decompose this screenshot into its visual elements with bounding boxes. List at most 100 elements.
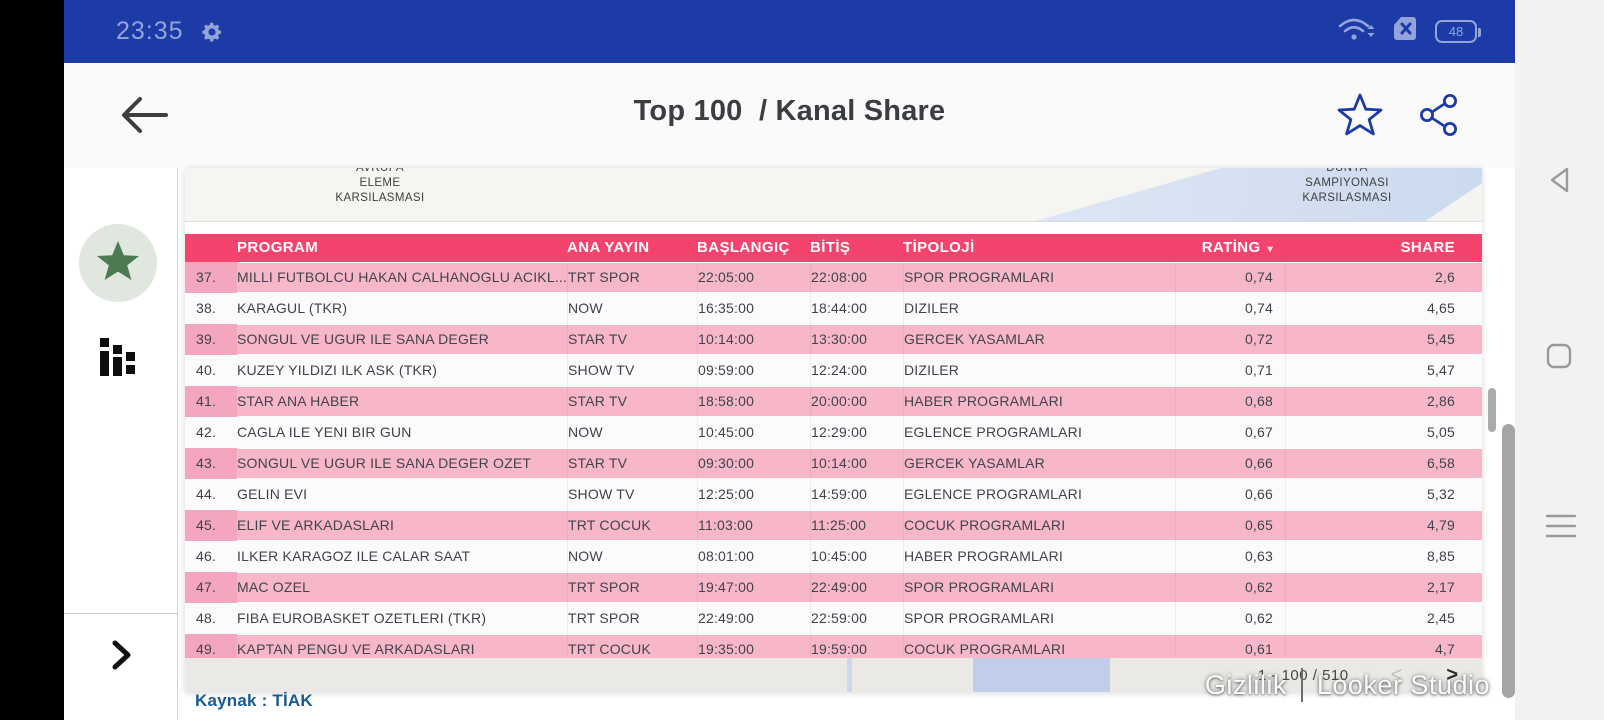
cell-share: 8,85 (1285, 541, 1482, 572)
outer-scrollbar-thumb[interactable] (1502, 424, 1515, 698)
cell-type: EGLENCE PROGRAMLARI (903, 479, 1175, 510)
cell-start: 09:30:00 (697, 448, 810, 479)
chevron-right-icon (110, 640, 134, 676)
cell-type: GERCEK YASAMLAR (903, 448, 1175, 479)
cell-start: 16:35:00 (697, 293, 810, 324)
watermark-divider (1300, 668, 1303, 702)
cell-num: 40. (196, 362, 217, 378)
cell-start: 19:47:00 (697, 572, 810, 603)
table-row[interactable]: 47. MAC OZEL TRT SPOR 19:47:00 22:49:00 SPOR … (185, 572, 1482, 603)
cell-channel: SHOW TV (567, 355, 697, 386)
column-header-ana-yayin[interactable]: ANA YAYIN (567, 239, 650, 256)
cell-num: 48. (196, 610, 217, 626)
table-row[interactable]: 48. FIBA EUROBASKET OZETLERI (TKR) TRT SPO… (185, 603, 1482, 634)
cell-program: KARAGUL (TKR) (237, 300, 348, 316)
column-header-program[interactable]: PROGRAM (237, 239, 319, 256)
table-row[interactable]: 43. SONGUL VE UGUR ILE SANA DEGER OZET STA… (185, 448, 1482, 479)
cell-num: 43. (185, 448, 237, 479)
bar-chart-icon (100, 338, 136, 380)
share-icon[interactable] (1416, 92, 1462, 143)
cell-type: SPOR PROGRAMLARI (903, 262, 1175, 293)
android-home-button[interactable] (1545, 342, 1573, 375)
column-header-share[interactable]: SHARE (1400, 239, 1455, 256)
cell-type: COCUK PROGRAMLARI (903, 510, 1175, 541)
privacy-link[interactable]: Gizlilik (1204, 669, 1287, 700)
cell-start: 19:35:00 (697, 634, 810, 658)
cell-rating: 0,65 (1175, 510, 1285, 541)
favorite-star-icon[interactable] (1336, 91, 1384, 142)
table-row[interactable]: 42. CAGLA ILE YENI BIR GUN NOW 10:45:00 12:2… (185, 417, 1482, 448)
cell-rating: 0,66 (1175, 479, 1285, 510)
table-row[interactable]: 39. SONGUL VE UGUR ILE SANA DEGER STAR TV 1… (185, 324, 1482, 355)
app-bar: Top 100 / Kanal Share (64, 63, 1515, 168)
hscroll-mark (847, 658, 852, 692)
cell-share: 2,86 (1285, 386, 1482, 417)
cell-type: GERCEK YASAMLAR (903, 324, 1175, 355)
cell-end: 22:08:00 (810, 262, 903, 293)
cell-channel: NOW (567, 417, 697, 448)
table-row[interactable]: 37. MILLI FUTBOLCU HAKAN CALHANOGLU ACIKL… (185, 262, 1482, 293)
column-header-baslangic[interactable]: BAŞLANGIÇ (697, 239, 790, 256)
cell-share: 5,45 (1285, 324, 1482, 355)
page-nav-star-button[interactable] (79, 224, 157, 302)
table-row[interactable]: 41. STAR ANA HABER STAR TV 18:58:00 20:00:00… (185, 386, 1482, 417)
cell-type: HABER PROGRAMLARI (903, 386, 1175, 417)
cell-start: 22:05:00 (697, 262, 810, 293)
cell-share: 5,05 (1285, 417, 1482, 448)
column-header-tipoloji[interactable]: TİPOLOJİ (903, 239, 975, 256)
battery-icon: 48 (1435, 20, 1481, 43)
table-row[interactable]: 44. GELIN EVI SHOW TV 12:25:00 14:59:00 EGLEN… (185, 479, 1482, 510)
expand-pages-button[interactable] (110, 638, 134, 677)
cell-rating: 0,74 (1175, 293, 1285, 324)
cell-type: HABER PROGRAMLARI (903, 541, 1175, 572)
cell-num: 44. (196, 486, 217, 502)
cell-type: EGLENCE PROGRAMLARI (903, 417, 1175, 448)
cell-share: 2,6 (1285, 262, 1482, 293)
column-header-index (185, 234, 237, 262)
cell-num: 47. (185, 572, 237, 603)
sort-desc-icon: ▾ (1267, 244, 1273, 255)
table-row[interactable]: 46. ILKER KARAGOZ ILE CALAR SAAT NOW 08:01:… (185, 541, 1482, 572)
cell-rating: 0,72 (1175, 324, 1285, 355)
inner-scrollbar-thumb[interactable] (1488, 388, 1496, 432)
pagination-range: 1 - 100 / 510 (1257, 666, 1349, 684)
cell-type: DIZILER (903, 293, 1175, 324)
chart-axis-label-left: AVRUPA ELEME KARSILASMASI (335, 168, 425, 204)
table-row[interactable]: 49. KAPTAN PENGU VE ARKADASLARI TRT COCUK 1… (185, 634, 1482, 658)
cell-share: 2,17 (1285, 572, 1482, 603)
status-bar: 23:35 48 (64, 0, 1515, 63)
table-row[interactable]: 45. ELIF VE ARKADASLARI TRT COCUK 11:03:00 1… (185, 510, 1482, 541)
cell-share: 5,32 (1285, 479, 1482, 510)
cell-end: 12:29:00 (810, 417, 903, 448)
report-page-sidebar (64, 168, 178, 720)
cell-channel: STAR TV (567, 386, 697, 417)
column-header-rating[interactable]: RATİNG ▾ (1201, 239, 1273, 256)
android-nav-rail (1515, 0, 1604, 720)
table-row[interactable]: 38. KARAGUL (TKR) NOW 16:35:00 18:44:00 DIZIL… (185, 293, 1482, 324)
cell-type: SPOR PROGRAMLARI (903, 572, 1175, 603)
next-page-button[interactable]: > (1446, 663, 1458, 686)
page-nav-chart-button[interactable] (100, 338, 136, 381)
cell-program: SONGUL VE UGUR ILE SANA DEGER (237, 331, 489, 347)
report-content: AVRUPA ELEME KARSILASMASI DUNYA SAMPIYON… (64, 168, 1515, 720)
cell-end: 12:24:00 (810, 355, 903, 386)
cell-rating: 0,74 (1175, 262, 1285, 293)
horizontal-scrollbar-thumb[interactable] (973, 658, 1110, 692)
cell-end: 18:44:00 (810, 293, 903, 324)
prev-page-button[interactable]: < (1390, 663, 1403, 686)
wifi-icon (1337, 15, 1379, 48)
star-icon (95, 239, 141, 288)
cell-start: 10:14:00 (697, 324, 810, 355)
column-header-bitis[interactable]: BİTİŞ (810, 239, 851, 256)
android-back-button[interactable] (1545, 165, 1573, 200)
cell-share: 4,79 (1285, 510, 1482, 541)
battery-level: 48 (1448, 24, 1464, 39)
table-row[interactable]: 40. KUZEY YILDIZI ILK ASK (TKR) SHOW TV 09:… (185, 355, 1482, 386)
app-window: 23:35 48 (64, 0, 1515, 720)
cell-end: 22:49:00 (810, 572, 903, 603)
page-title: Top 100 / Kanal Share (633, 95, 946, 127)
back-button[interactable] (114, 90, 174, 145)
cell-num: 42. (196, 424, 217, 440)
android-recents-button[interactable] (1545, 512, 1577, 545)
cell-rating: 0,62 (1175, 603, 1285, 634)
